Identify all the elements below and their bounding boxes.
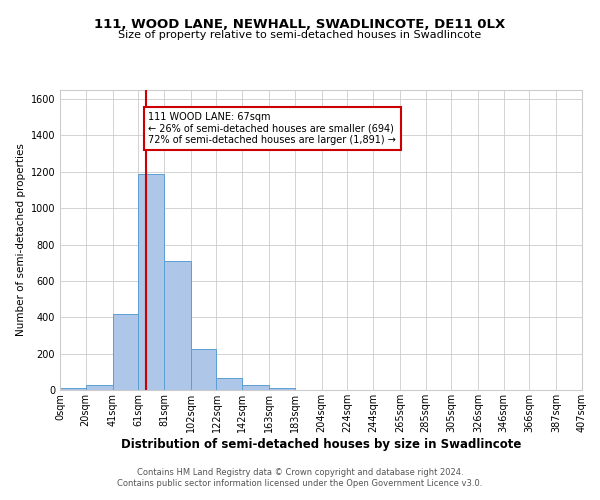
Bar	[242, 385, 269, 390]
Bar	[164, 261, 191, 390]
Bar	[86, 385, 113, 390]
Bar	[60, 388, 86, 390]
Text: Size of property relative to semi-detached houses in Swadlincote: Size of property relative to semi-detach…	[118, 30, 482, 40]
Bar	[217, 378, 242, 390]
X-axis label: Distribution of semi-detached houses by size in Swadlincote: Distribution of semi-detached houses by …	[121, 438, 521, 450]
Bar	[138, 174, 164, 390]
Bar	[191, 348, 217, 390]
Text: 111, WOOD LANE, NEWHALL, SWADLINCOTE, DE11 0LX: 111, WOOD LANE, NEWHALL, SWADLINCOTE, DE…	[94, 18, 506, 30]
Bar	[269, 388, 295, 390]
Text: Contains HM Land Registry data © Crown copyright and database right 2024.
Contai: Contains HM Land Registry data © Crown c…	[118, 468, 482, 487]
Text: 111 WOOD LANE: 67sqm
← 26% of semi-detached houses are smaller (694)
72% of semi: 111 WOOD LANE: 67sqm ← 26% of semi-detac…	[148, 112, 397, 145]
Y-axis label: Number of semi-detached properties: Number of semi-detached properties	[16, 144, 26, 336]
Bar	[113, 314, 138, 390]
